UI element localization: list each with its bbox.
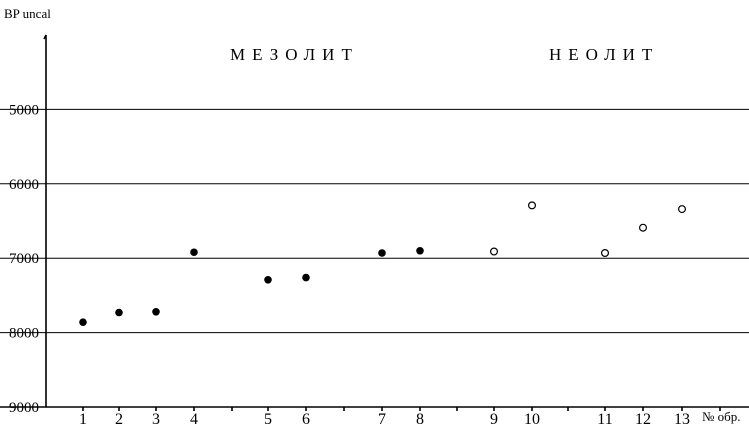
data-point-3 [152,307,160,316]
y-axis-title: BP uncal [4,6,51,21]
y-tick-label-7000: 7000 [9,251,39,267]
data-point-12 [638,223,647,232]
y-tick-labels: 5000 6000 7000 8000 9000 [9,102,39,416]
x-tick-label-6: 6 [302,411,310,428]
x-tick-label-12: 12 [635,411,651,428]
x-tick-label-9: 9 [490,411,498,428]
x-tick-label-8: 8 [416,411,424,428]
data-point-6 [302,273,310,282]
data-point-5 [264,275,272,284]
period-label-neolithic: НЕОЛИТ [549,45,659,64]
x-axis-title: № обр. [702,409,741,424]
x-tick-label-13: 13 [674,411,690,428]
x-tick-label-4: 4 [190,411,198,428]
grid-lines [0,108,749,334]
axes [0,34,749,411]
x-tick-label-3: 3 [152,411,160,428]
y-axis-arrow [43,34,47,40]
x-tick-label-5: 5 [264,411,272,428]
data-point-7 [378,249,386,257]
data-point-8 [416,246,424,255]
data-points [79,201,686,326]
y-tick-label-9000: 9000 [9,400,39,416]
data-point-1 [79,318,87,326]
data-point-13 [677,205,686,214]
x-tick-label-2: 2 [115,411,123,428]
y-tick-label-6000: 6000 [9,177,39,193]
x-tick-label-10: 10 [524,411,540,428]
data-point-11 [600,248,609,257]
data-point-2 [115,308,123,317]
period-label-mesolithic: МЕЗОЛИТ [230,45,359,64]
data-point-4 [190,248,198,257]
data-point-9 [490,247,499,256]
y-tick-label-8000: 8000 [9,326,39,342]
x-tick-label-11: 11 [597,411,612,428]
x-tick-labels: 1 2 3 4 5 6 7 8 9 10 11 12 13 [79,411,690,428]
x-tick-label-1: 1 [79,411,87,428]
x-tick-label-7: 7 [378,411,386,428]
y-tick-label-5000: 5000 [9,102,39,118]
data-point-10 [527,201,536,210]
